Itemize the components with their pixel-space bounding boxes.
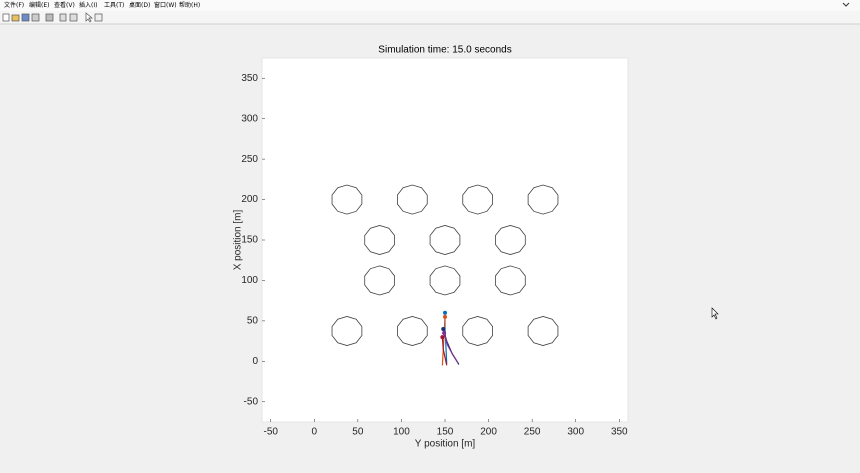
robot-position [443,314,447,319]
trajectory [441,316,446,366]
obstacle [331,184,363,215]
obstacle [331,316,363,346]
x-tick-label: -50 [263,427,278,438]
x-tick-label: 250 [524,427,541,438]
obstacle [527,184,559,215]
robot-position [442,331,447,336]
icon-legend[interactable] [69,13,78,22]
icon-pointer[interactable] [85,12,93,23]
obstacle [397,316,428,346]
menu-item[interactable]: 工具(T) [104,2,124,9]
icon-new[interactable] [2,13,10,22]
y-tick-label: 250 [241,154,258,165]
menu-item[interactable]: 编辑(E) [29,1,49,9]
y-tick-label: 200 [241,194,258,205]
x-tick-label: 100 [393,427,410,438]
dock-arrow[interactable] [842,2,850,7]
x-tick-label: 350 [611,427,628,438]
obstacle [495,265,526,296]
menu-item[interactable]: 帮助(H) [179,1,200,9]
robot-position [441,326,446,331]
icon-edit[interactable] [94,13,103,22]
x-axis-label: Y position [m] [415,439,476,450]
menu-item[interactable]: 桌面(D) [129,1,150,9]
y-tick-label: 300 [241,113,258,124]
icon-colorbar[interactable] [59,13,67,22]
robot-position [443,310,447,315]
obstacle [429,265,461,296]
mouse-cursor [711,307,719,320]
menu-item[interactable]: 插入(I) [79,1,97,9]
menu-item[interactable]: 查看(V) [54,1,75,9]
menu-bar [0,0,860,11]
x-tick-label: 50 [352,427,364,438]
x-tick-label: 0 [312,427,318,438]
menu-item[interactable]: 文件(F) [4,1,24,9]
y-tick-label: -50 [244,396,259,407]
toolbar [0,11,860,24]
chart-title: Simulation time: 15.0 seconds [378,45,511,56]
x-tick-label: 150 [437,427,454,438]
obstacle [429,225,461,255]
obstacle [462,184,493,215]
icon-open[interactable] [11,14,20,22]
y-tick-label: 0 [252,356,258,367]
obstacle [527,316,559,346]
trajectory [441,337,448,366]
x-tick-label: 200 [480,427,497,438]
robot-position [440,335,445,340]
icon-print[interactable] [31,13,40,22]
y-tick-label: 50 [247,316,259,327]
obstacle [397,184,428,215]
obstacle [364,265,395,296]
y-axis-label: X position [m] [233,209,244,270]
obstacle [495,225,526,255]
y-tick-label: 100 [241,275,258,286]
y-tick-label: 150 [241,235,258,246]
obstacle [462,316,493,346]
obstacle [364,225,395,255]
icon-save[interactable] [21,13,30,22]
y-tick-label: 350 [241,73,258,84]
toolbar-icons [2,12,103,23]
trajectory [443,332,459,364]
menu-item[interactable]: 窗口(W) [154,1,177,9]
axes-background [262,58,628,422]
icon-copy[interactable] [45,13,54,22]
x-tick-label: 300 [567,427,584,438]
